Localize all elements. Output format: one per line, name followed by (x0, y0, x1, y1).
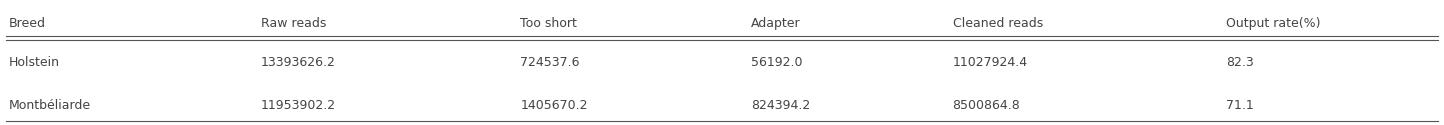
Text: Montbéliarde: Montbéliarde (9, 99, 91, 112)
Text: 1405670.2: 1405670.2 (520, 99, 588, 112)
Text: 82.3: 82.3 (1226, 56, 1255, 69)
Text: Holstein: Holstein (9, 56, 59, 69)
Text: 13393626.2: 13393626.2 (261, 56, 335, 69)
Text: 11027924.4: 11027924.4 (953, 56, 1028, 69)
Text: Raw reads: Raw reads (261, 17, 326, 30)
Text: Breed: Breed (9, 17, 46, 30)
Text: Output rate(%): Output rate(%) (1226, 17, 1321, 30)
Text: 56192.0: 56192.0 (751, 56, 803, 69)
Text: 71.1: 71.1 (1226, 99, 1255, 112)
Text: 8500864.8: 8500864.8 (953, 99, 1021, 112)
Text: 11953902.2: 11953902.2 (261, 99, 336, 112)
Text: 724537.6: 724537.6 (520, 56, 579, 69)
Text: Adapter: Adapter (751, 17, 800, 30)
Text: Cleaned reads: Cleaned reads (953, 17, 1043, 30)
Text: Too short: Too short (520, 17, 578, 30)
Text: 824394.2: 824394.2 (751, 99, 810, 112)
